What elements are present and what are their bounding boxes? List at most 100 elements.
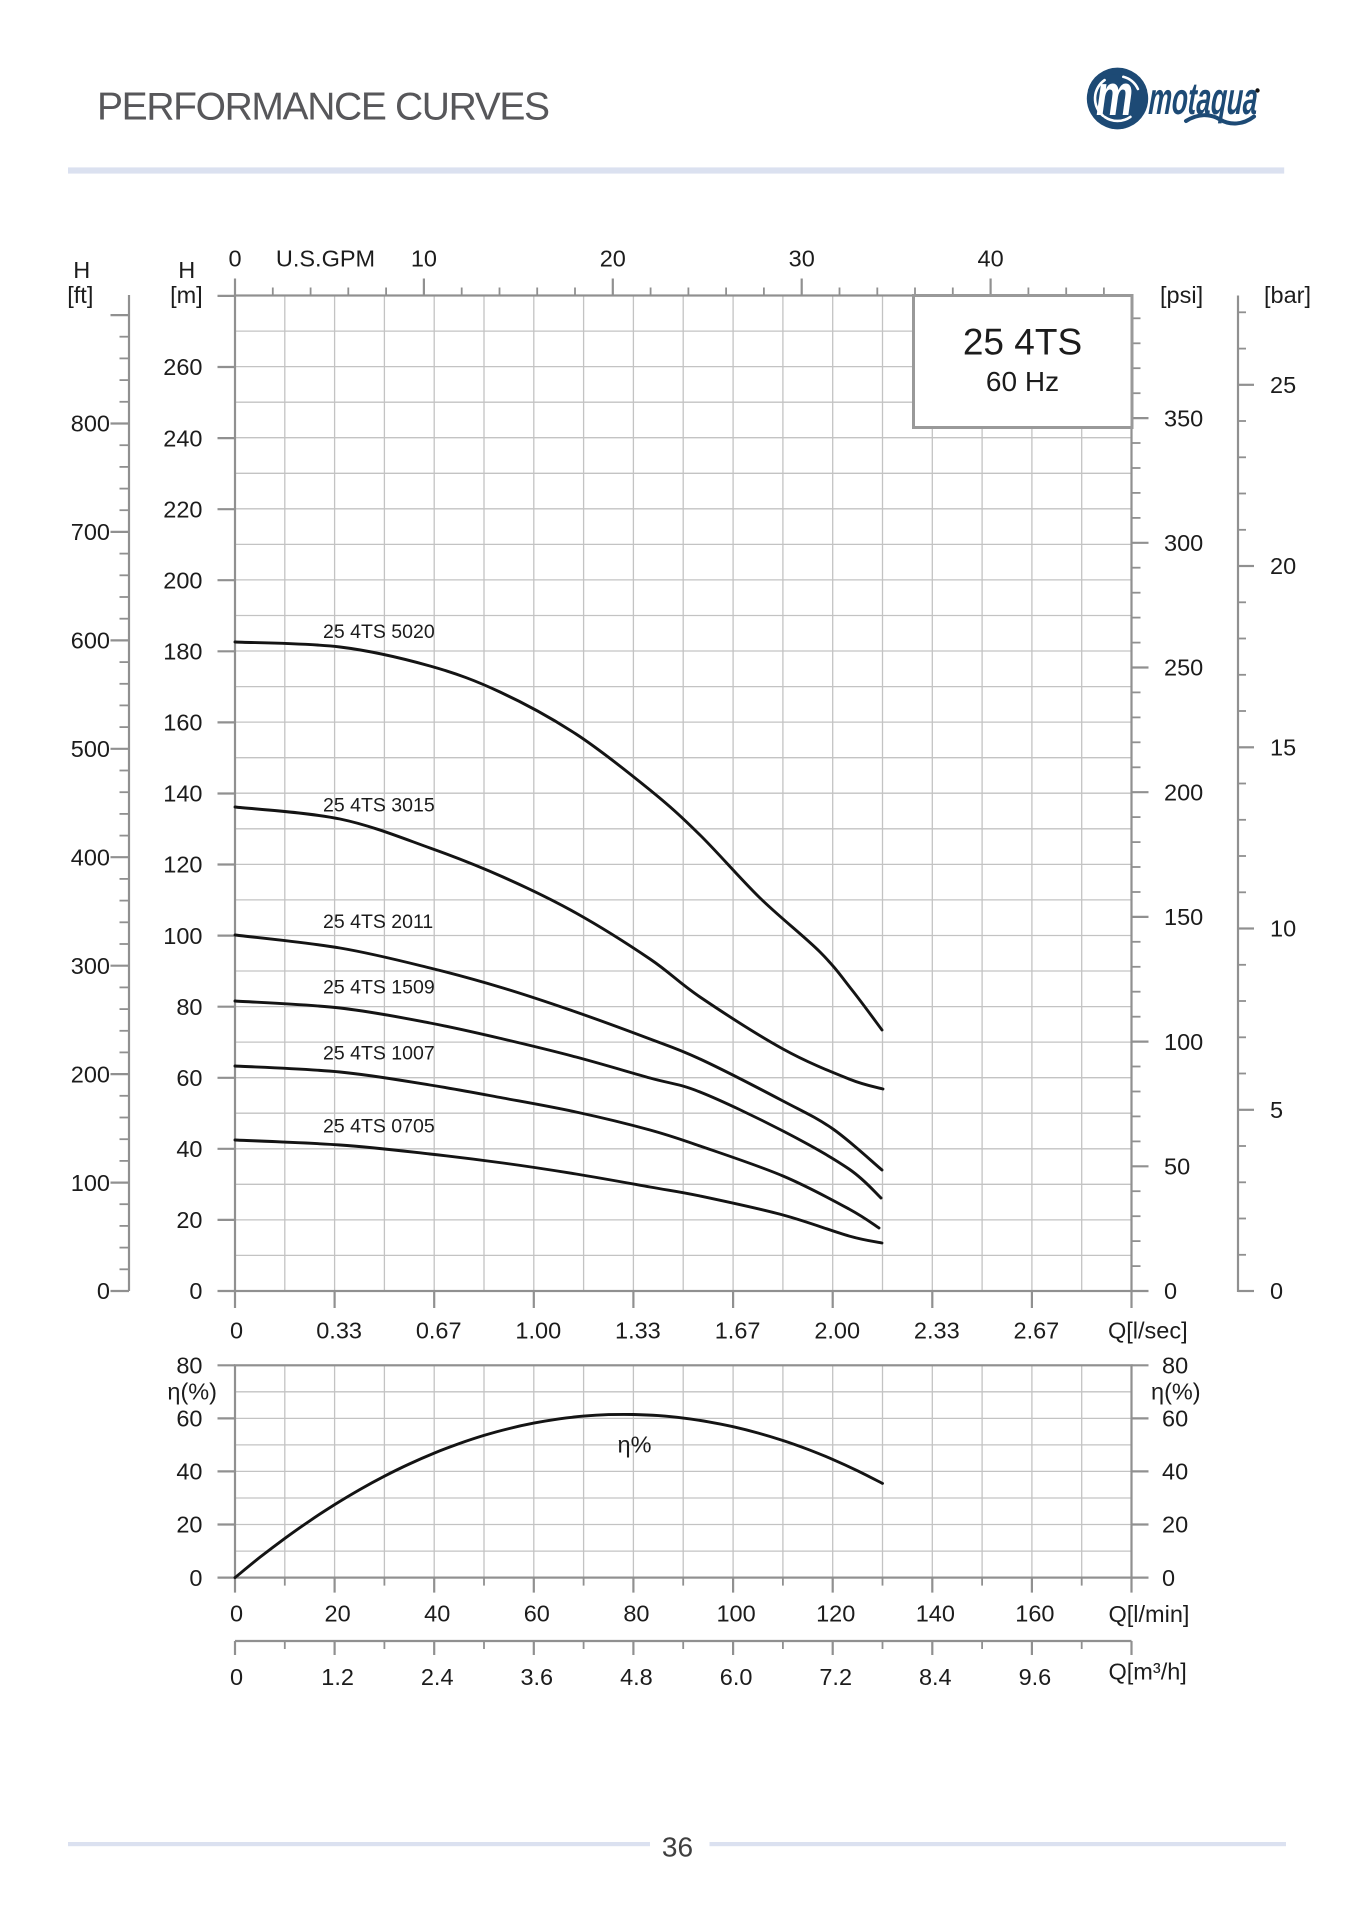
svg-text:0: 0 bbox=[228, 246, 241, 272]
svg-text:[psi]: [psi] bbox=[1160, 282, 1203, 308]
svg-text:100: 100 bbox=[1164, 1029, 1203, 1055]
svg-text:180: 180 bbox=[163, 639, 202, 665]
svg-text:250: 250 bbox=[1164, 655, 1203, 681]
svg-text:20: 20 bbox=[176, 1207, 202, 1233]
svg-text:20: 20 bbox=[600, 246, 626, 272]
svg-text:240: 240 bbox=[163, 425, 202, 451]
svg-text:400: 400 bbox=[71, 845, 110, 871]
svg-text:25 4TS 3015: 25 4TS 3015 bbox=[323, 795, 435, 817]
svg-text:0: 0 bbox=[1164, 1278, 1177, 1304]
svg-text:0: 0 bbox=[230, 1664, 243, 1690]
svg-text:0: 0 bbox=[230, 1318, 243, 1344]
svg-text:200: 200 bbox=[163, 567, 202, 593]
svg-text:80: 80 bbox=[176, 994, 202, 1020]
svg-text:60 Hz: 60 Hz bbox=[986, 366, 1059, 397]
svg-text:20: 20 bbox=[325, 1601, 351, 1627]
svg-text:7.2: 7.2 bbox=[819, 1664, 852, 1690]
svg-text:40: 40 bbox=[176, 1136, 202, 1162]
svg-text:160: 160 bbox=[1015, 1601, 1054, 1627]
svg-text:50: 50 bbox=[1164, 1154, 1190, 1180]
svg-text:60: 60 bbox=[176, 1406, 202, 1432]
svg-text:60: 60 bbox=[1162, 1406, 1188, 1432]
svg-text:2.4: 2.4 bbox=[421, 1664, 454, 1690]
svg-text:15: 15 bbox=[1270, 735, 1296, 761]
svg-text:H: H bbox=[178, 257, 195, 283]
svg-text:300: 300 bbox=[1164, 530, 1203, 556]
svg-text:25 4TS 1007: 25 4TS 1007 bbox=[323, 1043, 435, 1065]
svg-text:4.8: 4.8 bbox=[620, 1664, 653, 1690]
svg-text:10: 10 bbox=[411, 246, 437, 272]
svg-text:1.2: 1.2 bbox=[321, 1664, 354, 1690]
svg-text:25: 25 bbox=[1270, 372, 1296, 398]
svg-text:25 4TS 5020: 25 4TS 5020 bbox=[323, 621, 435, 643]
svg-text:2.33: 2.33 bbox=[914, 1318, 960, 1344]
svg-text:100: 100 bbox=[71, 1170, 110, 1196]
svg-text:0: 0 bbox=[97, 1278, 110, 1304]
svg-text:[m]: [m] bbox=[170, 282, 203, 308]
svg-text:40: 40 bbox=[176, 1459, 202, 1485]
svg-text:140: 140 bbox=[163, 781, 202, 807]
svg-text:140: 140 bbox=[916, 1601, 955, 1627]
svg-text:220: 220 bbox=[163, 496, 202, 522]
svg-text:25 4TS 2011: 25 4TS 2011 bbox=[323, 911, 433, 933]
svg-text:0: 0 bbox=[1270, 1278, 1283, 1304]
svg-text:[ft]: [ft] bbox=[67, 282, 93, 308]
svg-text:600: 600 bbox=[71, 628, 110, 654]
svg-text:H: H bbox=[73, 257, 90, 283]
svg-text:PERFORMANCE CURVES: PERFORMANCE CURVES bbox=[97, 85, 549, 128]
svg-text:m: m bbox=[1096, 62, 1133, 127]
svg-text:2.00: 2.00 bbox=[814, 1318, 860, 1344]
svg-text:36: 36 bbox=[662, 1832, 693, 1863]
svg-text:150: 150 bbox=[1164, 904, 1203, 930]
svg-text:260: 260 bbox=[163, 354, 202, 380]
svg-text:120: 120 bbox=[163, 852, 202, 878]
svg-text:300: 300 bbox=[71, 953, 110, 979]
svg-text:Q[m³/h]: Q[m³/h] bbox=[1109, 1659, 1187, 1685]
svg-text:0: 0 bbox=[189, 1278, 202, 1304]
svg-text:40: 40 bbox=[1162, 1459, 1188, 1485]
svg-text:η(%): η(%) bbox=[167, 1379, 217, 1405]
svg-text:80: 80 bbox=[1162, 1353, 1188, 1379]
svg-text:η%: η% bbox=[618, 1432, 652, 1458]
svg-text:60: 60 bbox=[524, 1601, 550, 1627]
svg-text:1.67: 1.67 bbox=[715, 1318, 761, 1344]
svg-text:U.S.GPM: U.S.GPM bbox=[276, 246, 375, 272]
svg-text:η(%): η(%) bbox=[1151, 1379, 1201, 1405]
svg-text:1.00: 1.00 bbox=[515, 1318, 561, 1344]
svg-text:0: 0 bbox=[189, 1565, 202, 1591]
svg-text:3.6: 3.6 bbox=[520, 1664, 553, 1690]
svg-text:8.4: 8.4 bbox=[919, 1664, 952, 1690]
svg-text:100: 100 bbox=[716, 1601, 755, 1627]
svg-text:2.67: 2.67 bbox=[1014, 1318, 1060, 1344]
svg-text:9.6: 9.6 bbox=[1019, 1664, 1052, 1690]
svg-text:160: 160 bbox=[163, 710, 202, 736]
svg-text:0: 0 bbox=[230, 1601, 243, 1627]
svg-text:6.0: 6.0 bbox=[720, 1664, 753, 1690]
svg-text:Q[l/sec]: Q[l/sec] bbox=[1108, 1318, 1188, 1344]
svg-text:200: 200 bbox=[1164, 779, 1203, 805]
svg-text:40: 40 bbox=[978, 246, 1004, 272]
svg-text:500: 500 bbox=[71, 736, 110, 762]
svg-text:100: 100 bbox=[163, 923, 202, 949]
svg-text:25 4TS 0705: 25 4TS 0705 bbox=[323, 1116, 435, 1138]
svg-text:1.33: 1.33 bbox=[615, 1318, 661, 1344]
svg-text:5: 5 bbox=[1270, 1097, 1283, 1123]
svg-text:40: 40 bbox=[424, 1601, 450, 1627]
svg-text:80: 80 bbox=[623, 1601, 649, 1627]
svg-text:[bar]: [bar] bbox=[1264, 282, 1311, 308]
svg-text:0.33: 0.33 bbox=[316, 1318, 362, 1344]
svg-text:25 4TS 1509: 25 4TS 1509 bbox=[323, 977, 435, 999]
svg-text:0: 0 bbox=[1162, 1565, 1175, 1591]
svg-text:200: 200 bbox=[71, 1061, 110, 1087]
svg-text:120: 120 bbox=[816, 1601, 855, 1627]
svg-text:60: 60 bbox=[176, 1065, 202, 1091]
svg-text:30: 30 bbox=[789, 246, 815, 272]
svg-text:20: 20 bbox=[1270, 553, 1296, 579]
svg-text:20: 20 bbox=[176, 1512, 202, 1538]
svg-text:700: 700 bbox=[71, 519, 110, 545]
svg-text:Q[l/min]: Q[l/min] bbox=[1109, 1601, 1190, 1627]
svg-text:10: 10 bbox=[1270, 916, 1296, 942]
svg-text:20: 20 bbox=[1162, 1512, 1188, 1538]
svg-text:80: 80 bbox=[176, 1353, 202, 1379]
svg-text:350: 350 bbox=[1164, 405, 1203, 431]
